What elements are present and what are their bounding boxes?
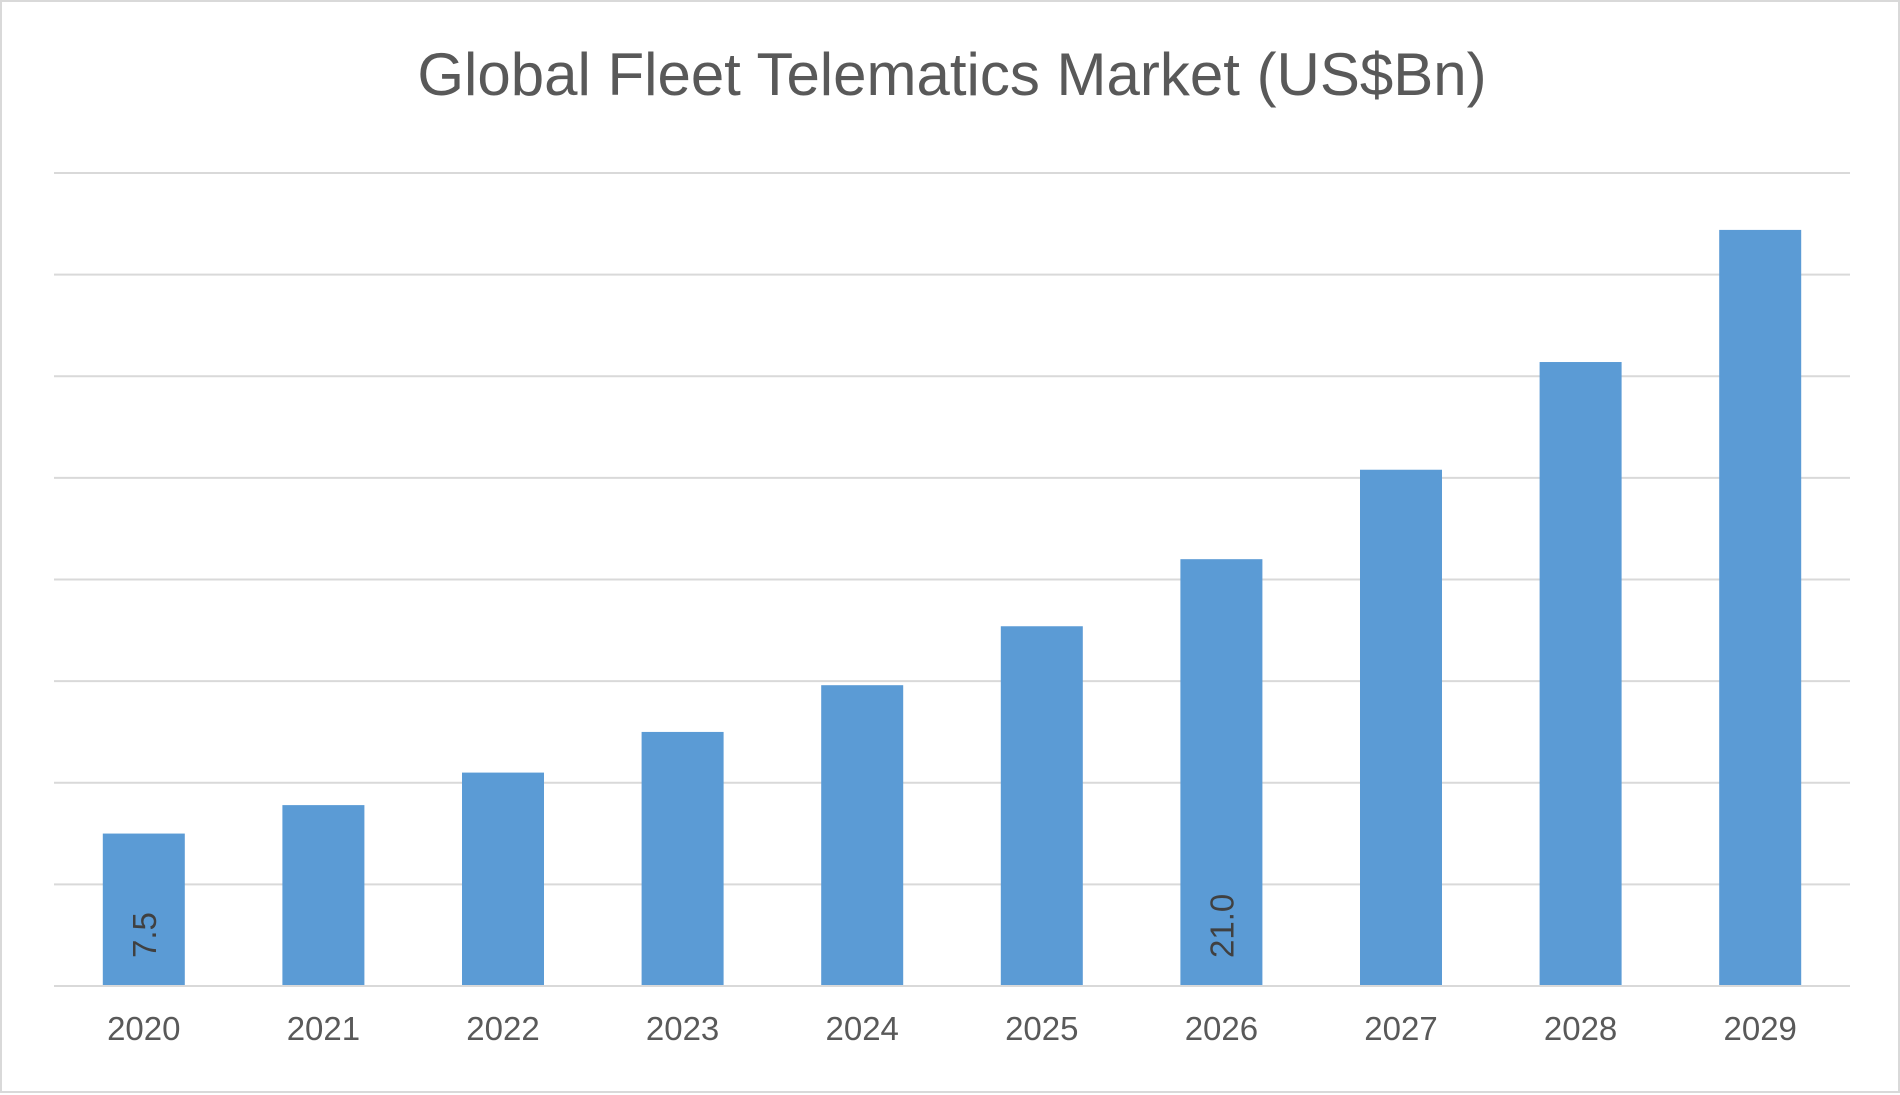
x-tick-label-2025: 2025 [1005,1010,1078,1047]
data-label-2020: 7.5 [126,912,163,958]
x-axis: 2020 2021 2022 2023 2024 2025 2026 2027 2028 2029 [54,985,1850,1047]
bar-2023 [641,731,724,986]
bar-2022 [462,772,544,986]
bar-2026 [1180,559,1263,986]
x-tick-label-2028: 2028 [1544,1010,1617,1047]
bar-2027 [1360,469,1442,986]
x-tick-label-2026: 2026 [1185,1010,1258,1047]
bars [102,229,1802,987]
bar-2020 [102,833,185,986]
x-tick-label-2020: 2020 [107,1010,180,1047]
bar-2028 [1539,362,1622,987]
chart-title: Global Fleet Telematics Market (US$Bn) [417,41,1487,108]
x-tick-label-2024: 2024 [825,1010,898,1047]
bar-2025 [1000,626,1083,986]
data-labels: 7.5 21.0 [126,894,1241,958]
x-tick-label-2023: 2023 [646,1010,719,1047]
x-tick-label-2022: 2022 [466,1010,539,1047]
x-tick-label-2021: 2021 [287,1010,360,1047]
x-tick-label-2027: 2027 [1364,1010,1437,1047]
bar-2029 [1719,229,1802,986]
data-label-2026: 21.0 [1203,894,1240,958]
x-tick-label-2029: 2029 [1723,1010,1796,1047]
bar-2021 [282,805,365,986]
bar-2024 [821,685,904,986]
